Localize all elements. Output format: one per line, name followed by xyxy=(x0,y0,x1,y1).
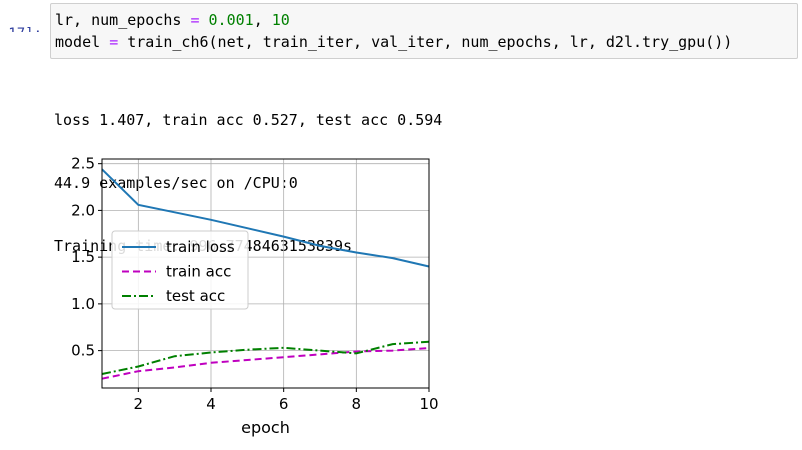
y-tick-label: 1.5 xyxy=(71,248,95,266)
output-line-speed: 44.9 examples/sec on /CPU:0 xyxy=(54,174,298,192)
x-axis-label: epoch xyxy=(241,418,290,437)
y-tick-label: 2.0 xyxy=(71,201,95,219)
code-number: 10 xyxy=(271,11,290,29)
x-tick-label: 4 xyxy=(206,395,216,413)
legend-label: train acc xyxy=(166,263,231,281)
legend-box xyxy=(111,230,249,310)
training-chart: 2 4 6 8 10 0.5 1.0 1.5 2.0 2.5 epoch train loss trai… xyxy=(71,155,438,437)
legend-label: test acc xyxy=(166,287,225,305)
cell-prompt: 17]: xyxy=(0,12,48,32)
series-line xyxy=(101,347,430,380)
code-cell-input[interactable]: lr, num_epochs = 0.001, 10 model = train… xyxy=(50,3,798,59)
legend-label: train loss xyxy=(166,238,235,256)
cell-prompt-number-wrap: 17]: xyxy=(0,24,48,32)
cell-prompt-number: 17]: xyxy=(8,24,42,32)
x-tick-label: 6 xyxy=(279,395,289,413)
code-token: model xyxy=(55,33,110,51)
x-tick-label: 2 xyxy=(134,395,144,413)
series-line xyxy=(101,340,430,375)
y-tick-label: 0.5 xyxy=(71,342,95,360)
x-tick-label: 8 xyxy=(352,395,362,413)
code-token: , xyxy=(253,11,272,29)
output-line-loss: loss 1.407, train acc 0.527, test acc 0.… xyxy=(54,111,443,129)
x-tick-label: 10 xyxy=(419,395,438,413)
y-tick-label: 2.5 xyxy=(71,155,95,173)
code-operator: = xyxy=(109,33,119,51)
plot-frame xyxy=(101,158,430,389)
code-line-2: model = train_ch6(net, train_iter, val_i… xyxy=(55,32,732,52)
y-tick-label: 1.0 xyxy=(71,295,95,313)
code-line-1: lr, num_epochs = 0.001, 10 xyxy=(55,10,290,30)
code-token: train_ch6(net, train_iter, val_iter, num… xyxy=(118,33,733,51)
series-line xyxy=(101,168,430,268)
code-operator: = xyxy=(190,11,200,29)
code-token xyxy=(200,11,209,29)
code-number: 0.001 xyxy=(208,11,254,29)
code-token: lr, num_epochs xyxy=(55,11,191,29)
